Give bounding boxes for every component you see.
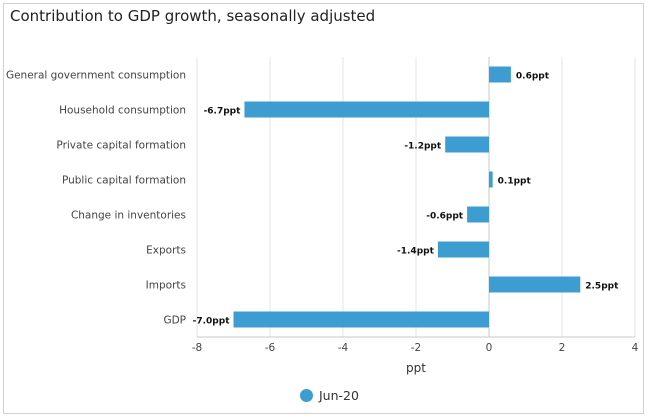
bar <box>445 136 489 153</box>
data-label: -6.7ppt <box>204 107 242 117</box>
legend-swatch <box>300 389 313 402</box>
x-tick-label: -6 <box>265 342 276 354</box>
bar <box>489 276 581 293</box>
x-tick-label: -2 <box>411 342 421 354</box>
x-tick-label: -4 <box>338 342 349 354</box>
bar <box>489 171 493 188</box>
category-label: General government consumption <box>6 70 186 82</box>
bar <box>467 206 489 223</box>
category-label: Private capital formation <box>56 140 186 152</box>
bar <box>233 311 489 328</box>
data-label: 2.5ppt <box>585 282 619 292</box>
data-label: 0.1ppt <box>498 177 532 187</box>
data-label: -1.2ppt <box>404 142 442 152</box>
data-label: 0.6ppt <box>516 72 550 82</box>
bar <box>489 66 511 83</box>
category-label: Public capital formation <box>62 175 186 187</box>
x-tick-label: 4 <box>632 342 639 354</box>
category-label: Exports <box>146 245 186 257</box>
x-axis-label: ppt <box>406 361 426 375</box>
category-label: Household consumption <box>59 105 186 117</box>
category-label: Change in inventories <box>71 210 186 222</box>
data-label: -0.6ppt <box>426 212 464 222</box>
category-label: Imports <box>146 280 186 292</box>
x-tick-label: -8 <box>192 342 202 354</box>
data-label: -1.4ppt <box>397 247 435 257</box>
x-tick-label: 2 <box>559 342 566 354</box>
legend-label: Jun-20 <box>319 388 359 403</box>
bar <box>437 241 489 258</box>
category-label: GDP <box>163 315 186 327</box>
legend[interactable]: Jun-20 <box>300 388 359 403</box>
x-tick-label: 0 <box>486 342 493 354</box>
bar <box>244 101 489 118</box>
chart-title: Contribution to GDP growth, seasonally a… <box>10 7 376 25</box>
data-label: -7.0ppt <box>193 317 231 327</box>
chart-panel <box>3 3 644 414</box>
